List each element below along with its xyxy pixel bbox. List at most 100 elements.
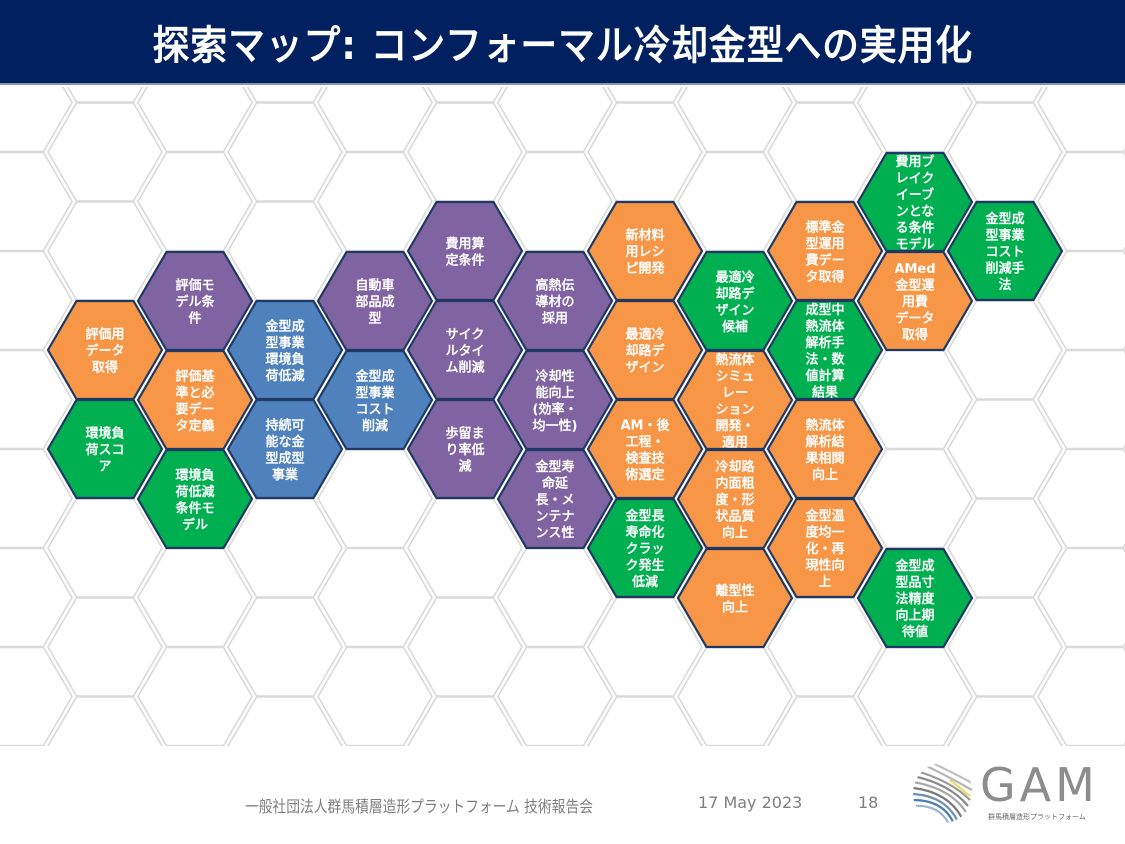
hex-label-line: AMed [894, 262, 935, 277]
hex-label-line: データ [895, 311, 934, 327]
hex-label-line: 採用 [542, 311, 568, 327]
hex-label-line: 荷低減 [264, 368, 304, 384]
hex-label-line: 寿命化 [625, 525, 664, 541]
hex-label-line: 命延 [541, 476, 569, 492]
hex-label-line: 離型性 [715, 583, 754, 599]
hex-label-line: る条件 [895, 220, 934, 236]
grid-hex [1037, 87, 1125, 153]
hex-shape [316, 349, 434, 451]
grid-hex [1037, 448, 1125, 549]
grid-hex [426, 87, 504, 103]
hex-label-line: デル条 [175, 294, 215, 310]
hex-label-line: 型運用 [805, 236, 844, 252]
hex-label-line: 法 [998, 277, 1011, 293]
hex-label-line: ンテナ [535, 510, 574, 525]
grid-hex [677, 646, 793, 746]
grid-hex [497, 646, 613, 746]
grid-hex [587, 696, 703, 746]
hex-shape [46, 398, 164, 500]
hex-label-line: 環境負 [175, 467, 214, 483]
hex-label-line: ピ開発 [625, 261, 665, 277]
hex-label-line: 金型寿 [534, 459, 574, 475]
hex-label-line: 上 [818, 575, 831, 590]
title-banner: 探索マップ: コンフォーマル冷却金型への実用化 [0, 0, 1125, 85]
grid-hex [137, 151, 253, 252]
grid-hex [857, 448, 973, 549]
hex-label-line: 取得 [902, 327, 928, 343]
grid-hex [857, 349, 973, 450]
grid-hex [857, 646, 973, 746]
hex-label-line: 向上 [722, 599, 748, 615]
hex-label-line: サイク [446, 328, 485, 343]
hex-label-line: コスト [985, 245, 1024, 260]
grid-hex [1037, 547, 1125, 648]
grid-hex [227, 102, 343, 202]
grid-hex [137, 87, 253, 153]
hex-label-line: 解析手 [804, 335, 844, 351]
grid-hex [47, 696, 163, 746]
hex-label-line: デル [182, 517, 208, 533]
hex-label-line: り率低 [445, 442, 484, 458]
page-title: 探索マップ: コンフォーマル冷却金型への実用化 [152, 22, 973, 69]
hex-shape [676, 547, 794, 649]
hex-label-line: レイク [896, 171, 935, 186]
swirl-sphere-icon [913, 763, 973, 823]
page-number: 18 [858, 793, 879, 812]
grid-hex [677, 151, 793, 252]
hex-label-line: AM・後 [621, 417, 671, 433]
hex-label-line: 型事業 [265, 335, 305, 351]
hex-label-line: 向上期 [895, 608, 934, 624]
hex-shape [856, 250, 974, 352]
hex-label-line: 標準金 [805, 219, 845, 235]
hex-label-line: 長・メ [535, 493, 574, 508]
hex-label-line: シミュ [715, 369, 754, 384]
hex-shape [496, 448, 614, 550]
hex-label-line: 要デー [175, 401, 214, 417]
grid-hex [786, 87, 864, 103]
hex-label-line: タ取得 [805, 269, 844, 285]
hex-label-line: 化・再 [805, 541, 844, 557]
footer: 一般社団法人群馬積層造形プラットフォーム 技術報告会 17 May 2023 1… [0, 793, 900, 817]
hex-shape [586, 497, 704, 599]
grid-hex [0, 349, 73, 450]
grid-hex [1037, 151, 1125, 252]
grid-hex [587, 597, 703, 697]
grid-hex [497, 547, 613, 648]
hex-label-line: 法精度 [895, 591, 935, 607]
hex-shape [136, 448, 254, 550]
grid-hex [947, 399, 1063, 499]
hex-label-line: 結果 [812, 384, 838, 400]
grid-hex [767, 102, 883, 202]
grid-hex [0, 151, 73, 252]
